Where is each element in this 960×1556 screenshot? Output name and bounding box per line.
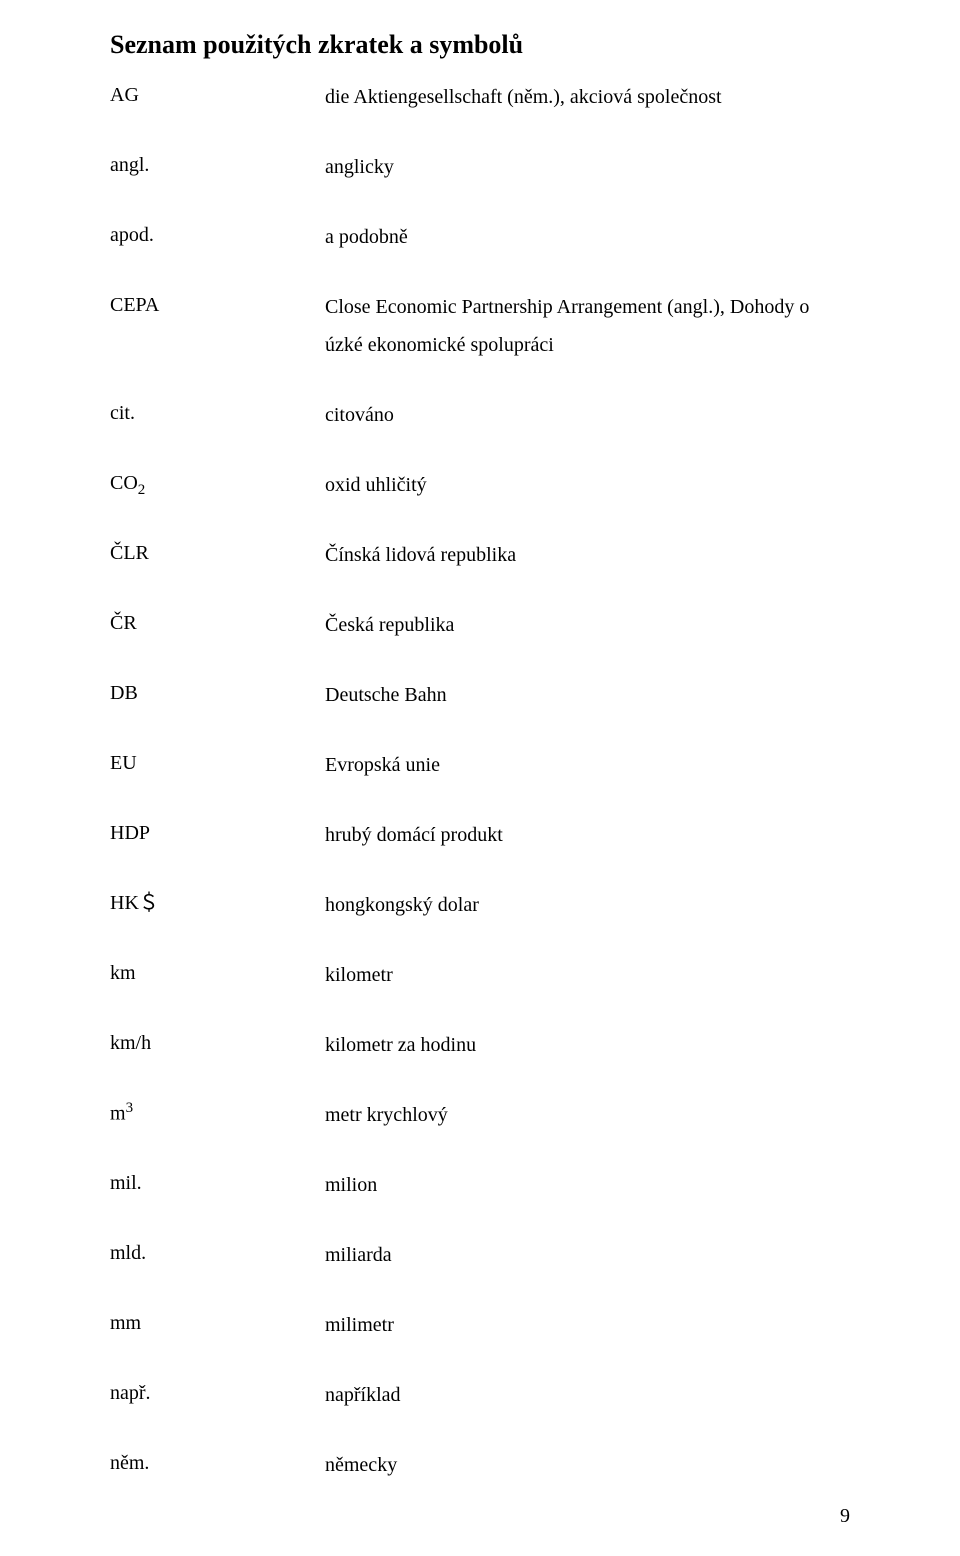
list-item: CEPAClose Economic Partnership Arrangeme… <box>110 288 850 364</box>
definition: Evropská unie <box>325 746 850 784</box>
definition: a podobně <box>325 218 850 256</box>
definition: die Aktiengesellschaft (něm.), akciová s… <box>325 78 850 116</box>
abbreviation: něm. <box>110 1446 325 1480</box>
abbreviation: km <box>110 956 325 990</box>
list-item: DBDeutsche Bahn <box>110 676 850 714</box>
definition: metr krychlový <box>325 1096 850 1134</box>
abbreviation: mil. <box>110 1166 325 1200</box>
list-item: mil.milion <box>110 1166 850 1204</box>
abbreviation: m3 <box>110 1096 325 1131</box>
definition: Close Economic Partnership Arrangement (… <box>325 288 850 364</box>
abbreviation: HDP <box>110 816 325 850</box>
list-item: např.například <box>110 1376 850 1414</box>
list-item: ČLRČínská lidová republika <box>110 536 850 574</box>
abbreviation: CEPA <box>110 288 325 322</box>
abbreviation-superscript: 3 <box>126 1100 134 1116</box>
abbreviation-list: AGdie Aktiengesellschaft (něm.), akciová… <box>110 78 850 1484</box>
list-item: ČRČeská republika <box>110 606 850 644</box>
list-item: m3metr krychlový <box>110 1096 850 1134</box>
abbreviation: např. <box>110 1376 325 1410</box>
list-item: EUEvropská unie <box>110 746 850 784</box>
list-item: AGdie Aktiengesellschaft (něm.), akciová… <box>110 78 850 116</box>
page: Seznam použitých zkratek a symbolů AGdie… <box>0 0 960 1556</box>
abbreviation: EU <box>110 746 325 780</box>
definition: hongkongský dolar <box>325 886 850 924</box>
list-item: angl.anglicky <box>110 148 850 186</box>
list-item: CO2oxid uhličitý <box>110 466 850 504</box>
abbreviation: HK＄ <box>110 886 325 920</box>
definition: hrubý domácí produkt <box>325 816 850 854</box>
abbreviation: AG <box>110 78 325 112</box>
abbreviation-subscript: 2 <box>138 482 146 498</box>
list-item: km/hkilometr za hodinu <box>110 1026 850 1064</box>
list-item: mmmilimetr <box>110 1306 850 1344</box>
abbreviation: ČR <box>110 606 325 640</box>
abbreviation: cit. <box>110 396 325 430</box>
list-item: kmkilometr <box>110 956 850 994</box>
list-item: mld.miliarda <box>110 1236 850 1274</box>
abbreviation: apod. <box>110 218 325 252</box>
definition: Česká republika <box>325 606 850 644</box>
list-item: cit.citováno <box>110 396 850 434</box>
definition: kilometr <box>325 956 850 994</box>
list-item: HK＄hongkongský dolar <box>110 886 850 924</box>
definition: německy <box>325 1446 850 1484</box>
definition: milion <box>325 1166 850 1204</box>
abbreviation: CO2 <box>110 466 325 504</box>
definition: například <box>325 1376 850 1414</box>
definition: citováno <box>325 396 850 434</box>
definition: oxid uhličitý <box>325 466 850 504</box>
definition: anglicky <box>325 148 850 186</box>
list-item: HDPhrubý domácí produkt <box>110 816 850 854</box>
definition: kilometr za hodinu <box>325 1026 850 1064</box>
abbreviation: mld. <box>110 1236 325 1270</box>
abbreviation: angl. <box>110 148 325 182</box>
definition: Deutsche Bahn <box>325 676 850 714</box>
definition: milimetr <box>325 1306 850 1344</box>
page-title: Seznam použitých zkratek a symbolů <box>110 30 850 60</box>
abbreviation: DB <box>110 676 325 710</box>
definition: Čínská lidová republika <box>325 536 850 574</box>
abbreviation: ČLR <box>110 536 325 570</box>
definition: miliarda <box>325 1236 850 1274</box>
abbreviation: km/h <box>110 1026 325 1060</box>
list-item: něm.německy <box>110 1446 850 1484</box>
page-number: 9 <box>840 1505 850 1528</box>
list-item: apod.a podobně <box>110 218 850 256</box>
abbreviation: mm <box>110 1306 325 1340</box>
